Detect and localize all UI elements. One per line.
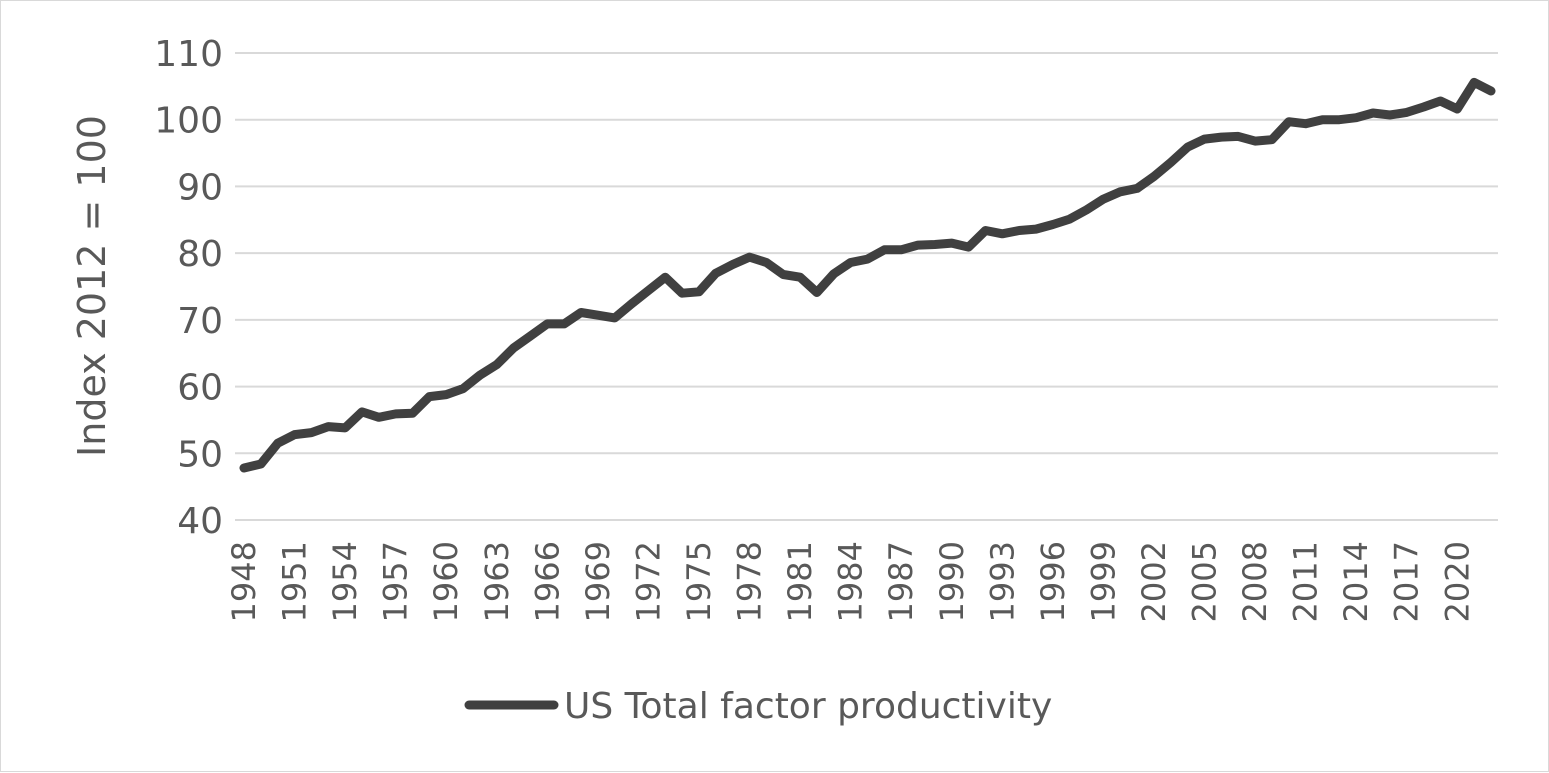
gridlines <box>235 52 1498 521</box>
x-tick-label: 1963 <box>478 541 516 622</box>
x-tick-label: 2017 <box>1388 541 1426 622</box>
x-tick-label: 1969 <box>579 541 617 622</box>
x-tick-label: 1954 <box>326 541 364 622</box>
x-tick-label: 1951 <box>276 541 314 622</box>
x-tick-label: 2005 <box>1186 541 1224 622</box>
x-tick-label: 1990 <box>933 541 971 622</box>
x-tick-label: 1972 <box>629 541 667 622</box>
x-tick-label: 1948 <box>225 541 263 622</box>
series-layer <box>239 77 1496 473</box>
y-tick-label: 60 <box>177 368 223 409</box>
y-tick-label: 40 <box>177 501 223 542</box>
x-tick-label: 1960 <box>427 541 465 622</box>
y-axis-ticks: 40 50 60 70 80 90 100 110 <box>154 34 223 542</box>
legend: US Total factor productivity <box>464 686 1052 727</box>
y-tick-label: 100 <box>154 101 223 142</box>
y-tick-label: 70 <box>177 301 223 342</box>
x-tick-label: 1984 <box>832 541 870 622</box>
x-tick-label: 1993 <box>983 541 1021 622</box>
x-tick-label: 2002 <box>1135 541 1173 622</box>
x-axis-ticks: 1948 1951 1954 1957 1960 1963 1966 1969 1972 1975… <box>225 541 1476 622</box>
legend-label: US Total factor productivity <box>564 686 1052 727</box>
x-tick-label: 1966 <box>528 541 566 622</box>
x-tick-label: 1987 <box>882 541 920 622</box>
x-tick-label: 1999 <box>1084 541 1122 622</box>
x-tick-label: 2020 <box>1438 541 1476 622</box>
x-tick-label: 1975 <box>680 541 718 622</box>
series-line-us-tfp <box>239 77 1496 473</box>
y-tick-label: 90 <box>177 167 223 208</box>
y-tick-label: 50 <box>177 434 223 475</box>
x-tick-label: 1978 <box>731 541 769 622</box>
y-axis-title: Index 2012 = 100 <box>70 115 114 457</box>
x-tick-label: 2011 <box>1287 541 1325 622</box>
y-tick-label: 80 <box>177 234 223 275</box>
x-tick-label: 1981 <box>781 541 819 622</box>
x-tick-label: 2014 <box>1337 541 1375 622</box>
x-tick-label: 1957 <box>377 541 415 622</box>
x-tick-label: 2008 <box>1236 541 1274 622</box>
x-tick-label: 1996 <box>1034 541 1072 622</box>
y-tick-label: 110 <box>154 34 223 75</box>
